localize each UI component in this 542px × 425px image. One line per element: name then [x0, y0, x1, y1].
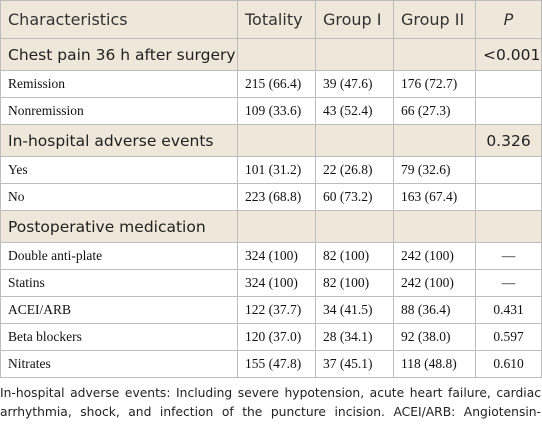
cell: 22 (26.8): [315, 156, 394, 184]
section-title: Postoperative medication: [0, 210, 238, 243]
header-cell: Characteristics: [0, 0, 238, 39]
cell: 82 (100): [315, 242, 394, 270]
data-row: Remission 215 (66.4) 39 (47.6) 176 (72.7): [0, 70, 542, 98]
row-label: No: [0, 183, 238, 211]
cell: 223 (68.8): [237, 183, 316, 211]
cell: 155 (47.8): [237, 350, 316, 378]
cell: —: [475, 269, 542, 297]
section-row: In-hospital adverse events 0.326: [0, 124, 542, 157]
cell: 0.610: [475, 350, 542, 378]
section-title: In-hospital adverse events: [0, 124, 238, 157]
cell: 92 (38.0): [393, 323, 476, 351]
row-label: Remission: [0, 70, 238, 98]
cell: 101 (31.2): [237, 156, 316, 184]
cell: 109 (33.6): [237, 97, 316, 125]
table-body: Chest pain 36 h after surgery <0.001 Remis…: [0, 38, 542, 378]
data-table: Characteristics Totality Group I Group II P …: [0, 0, 542, 378]
cell: 120 (37.0): [237, 323, 316, 351]
p-value: 0.326: [475, 124, 542, 157]
empty-cell: [315, 38, 394, 71]
cell: 122 (37.7): [237, 296, 316, 324]
empty-cell: [237, 38, 316, 71]
header-cell: Totality: [237, 0, 316, 39]
cell: 88 (36.4): [393, 296, 476, 324]
p-value: <0.001: [475, 38, 542, 71]
cell: 0.431: [475, 296, 542, 324]
row-label: ACEI/ARB: [0, 296, 238, 324]
row-label: Yes: [0, 156, 238, 184]
cell: 39 (47.6): [315, 70, 394, 98]
cell: 176 (72.7): [393, 70, 476, 98]
empty-cell: [237, 210, 316, 243]
data-row: Beta blockers 120 (37.0) 28 (34.1) 92 (38.0…: [0, 323, 542, 351]
cell: 28 (34.1): [315, 323, 394, 351]
footnote: In-hospital adverse events: Including se…: [0, 386, 541, 425]
cell: 34 (41.5): [315, 296, 394, 324]
data-row: Nitrates 155 (47.8) 37 (45.1) 118 (48.8) 0.6…: [0, 350, 542, 378]
cell: 118 (48.8): [393, 350, 476, 378]
data-row: Statins 324 (100) 82 (100) 242 (100) —: [0, 269, 542, 297]
empty-cell: [315, 210, 394, 243]
row-label: Beta blockers: [0, 323, 238, 351]
cell: 82 (100): [315, 269, 394, 297]
cell: 0.597: [475, 323, 542, 351]
cell: [475, 70, 542, 98]
cell: 66 (27.3): [393, 97, 476, 125]
data-row: Yes 101 (31.2) 22 (26.8) 79 (32.6): [0, 156, 542, 184]
cell: 215 (66.4): [237, 70, 316, 98]
row-label: Nonremission: [0, 97, 238, 125]
header-cell: P: [475, 0, 542, 39]
p-value: [475, 210, 542, 243]
cell: [475, 97, 542, 125]
cell: 79 (32.6): [393, 156, 476, 184]
cell: 163 (67.4): [393, 183, 476, 211]
data-row: ACEI/ARB 122 (37.7) 34 (41.5) 88 (36.4) 0.43…: [0, 296, 542, 324]
section-row: Postoperative medication: [0, 210, 542, 243]
cell: 324 (100): [237, 242, 316, 270]
cell: —: [475, 242, 542, 270]
section-title: Chest pain 36 h after surgery: [0, 38, 238, 71]
data-row: No 223 (68.8) 60 (73.2) 163 (67.4): [0, 183, 542, 211]
cell: 60 (73.2): [315, 183, 394, 211]
empty-cell: [393, 210, 476, 243]
cell: [475, 156, 542, 184]
cell: [475, 183, 542, 211]
header-row: Characteristics Totality Group I Group II P: [0, 0, 542, 39]
section-row: Chest pain 36 h after surgery <0.001: [0, 38, 542, 71]
cell: 324 (100): [237, 269, 316, 297]
cell: 242 (100): [393, 269, 476, 297]
empty-cell: [237, 124, 316, 157]
row-label: Double anti-plate: [0, 242, 238, 270]
row-label: Statins: [0, 269, 238, 297]
cell: 37 (45.1): [315, 350, 394, 378]
cell: 242 (100): [393, 242, 476, 270]
empty-cell: [393, 124, 476, 157]
header-cell: Group II: [393, 0, 476, 39]
empty-cell: [393, 38, 476, 71]
data-row: Nonremission 109 (33.6) 43 (52.4) 66 (27.3): [0, 97, 542, 125]
data-row: Double anti-plate 324 (100) 82 (100) 242 (1…: [0, 242, 542, 270]
row-label: Nitrates: [0, 350, 238, 378]
empty-cell: [315, 124, 394, 157]
cell: 43 (52.4): [315, 97, 394, 125]
header-cell: Group I: [315, 0, 394, 39]
